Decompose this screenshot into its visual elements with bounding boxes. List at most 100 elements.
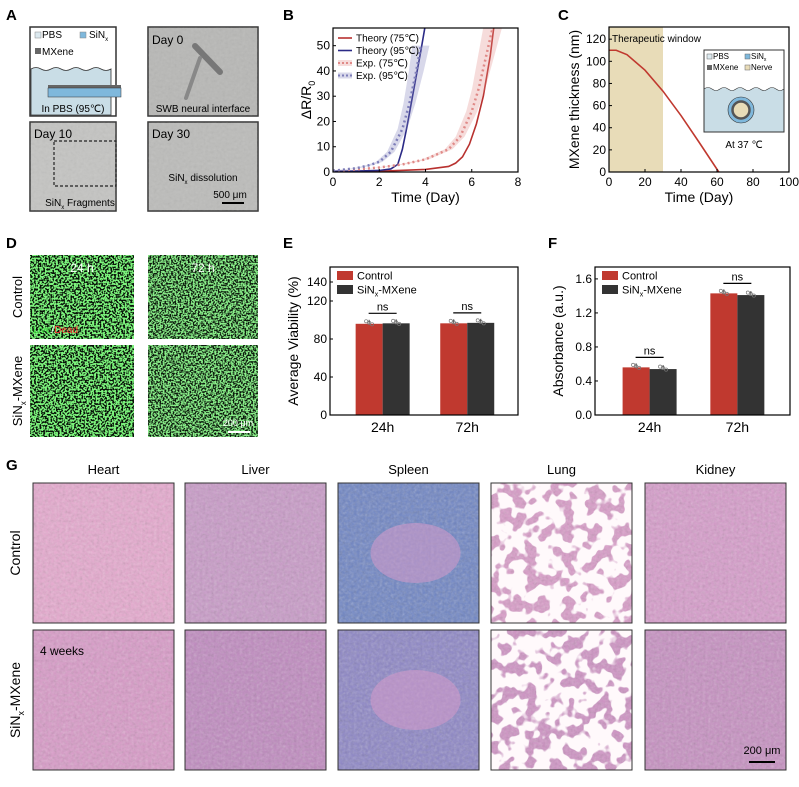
organ-label-lung: Lung [547, 462, 576, 477]
bar-72h-0 [440, 323, 468, 415]
photo-day10: Day 10 SiNx Fragments [29, 121, 117, 212]
photo-day0: Day 0 SWB neural interface [147, 26, 259, 117]
legend-label: Theory (75℃) [356, 34, 419, 45]
schematic-caption: In PBS (95℃) [42, 104, 105, 115]
data-point [718, 288, 723, 293]
image-border [184, 629, 327, 771]
x-tick-label: 24h [638, 419, 661, 435]
y-tick-label: 50 [317, 39, 331, 53]
therapeutic-window-label: Therapeutic window [612, 34, 702, 45]
device-strip [192, 43, 223, 75]
duration-label: 4 weeks [40, 644, 84, 658]
image-mxene-24h [30, 345, 134, 437]
significance-label: ns [461, 301, 473, 313]
x-tick-label: 100 [779, 175, 799, 189]
legend-label: Theory (95℃) [356, 46, 419, 57]
legend-swatch [338, 60, 352, 66]
y-axis-label: Absorbance (a.u.) [550, 285, 566, 396]
inset-nerve-swatch [744, 64, 751, 71]
data-point [397, 321, 402, 326]
image-border [337, 482, 480, 624]
row-label-mxene: SiNx-MXene [7, 662, 26, 738]
day10-caption: SiNx Fragments [45, 198, 115, 211]
y-tick-label: 40 [317, 64, 331, 78]
legend-label-rest: -MXene [378, 285, 417, 297]
data-point [448, 318, 453, 323]
image-mxene-72h [148, 345, 258, 437]
y-tick-label: 60 [593, 99, 607, 113]
y-tick-label: 140 [307, 275, 327, 289]
y-tick-label: 0.8 [575, 340, 592, 354]
y-tick-label: 100 [586, 54, 606, 68]
data-point [664, 367, 669, 372]
histology-texture [33, 630, 174, 770]
image-control-24h [30, 255, 134, 339]
device-strip [184, 56, 202, 100]
data-point [724, 291, 729, 296]
alveoli [491, 483, 632, 623]
bar-72h-1 [737, 295, 765, 415]
legend-pbs: PBS [42, 30, 62, 41]
nerve-core [731, 100, 751, 120]
time-label-72h: 72 h [191, 261, 214, 275]
significance-label: ns [644, 345, 656, 357]
inset-temperature: At 37 ℃ [725, 140, 762, 151]
panel-label-b: B [283, 7, 294, 24]
x-axis-label: Time (Day) [665, 189, 734, 205]
bar-24h-0 [355, 323, 383, 415]
plot-frame [608, 26, 790, 173]
legend-swatch [337, 285, 353, 294]
legend-label-sub: x [640, 292, 644, 299]
legend-label: Exp. (95℃) [356, 71, 408, 82]
thickness-inset: Therapeutic window PBS SiNx MXene Nerve … [612, 34, 785, 151]
series-line-0 [333, 28, 495, 172]
plot-frame [594, 266, 791, 416]
data-point [475, 318, 480, 323]
histology-texture [185, 483, 326, 623]
day30-label: Day 30 [152, 127, 190, 141]
red-pulp [370, 670, 461, 730]
x-tick-label: 80 [746, 175, 760, 189]
y-tick-label: 80 [314, 332, 328, 346]
legend-label-main: Control [357, 271, 392, 283]
image-border [32, 629, 175, 771]
bar-24h-0 [622, 367, 650, 415]
x-tick-label: 40 [674, 175, 688, 189]
photo-day30: Day 30 SiNx dissolution 500 μm [147, 121, 259, 212]
y-tick-label: 20 [593, 143, 607, 157]
y-tick-label: 120 [586, 32, 606, 46]
y-tick-label: 40 [314, 370, 328, 384]
alveoli [491, 630, 632, 770]
organ-label-heart: Heart [88, 462, 120, 477]
inset-legend-nerve: Nerve [751, 63, 773, 72]
legend-mxene: MXene [42, 47, 74, 58]
histology-texture [33, 483, 174, 623]
pbs-swatch [34, 31, 42, 39]
data-point [454, 321, 459, 326]
thickness-line [609, 49, 720, 173]
day0-label: Day 0 [152, 33, 184, 47]
scale-bar-label: 200 μm [223, 418, 253, 428]
scale-bar-label: 200 μm [744, 745, 781, 757]
x-tick-label: 4 [422, 175, 429, 189]
x-tick-label: 24h [371, 419, 394, 435]
chart-c: 0 20 40 60 80 100 0 20 40 60 80 100 120 Time (Day) MXe… [566, 26, 799, 205]
image-border [337, 629, 480, 771]
plot-frame [329, 266, 519, 416]
inset-pbs-swatch [706, 53, 713, 60]
series-line-3 [333, 45, 423, 172]
image-border [184, 482, 327, 624]
image-border [490, 629, 633, 771]
bar-24h-1 [649, 369, 677, 415]
chart-f: ns 24h ns 72h 0.0 0.4 0.8 1.2 1.6 Absorbance (a.u… [550, 266, 791, 435]
legend-swatch [602, 271, 618, 280]
legend-swatch [602, 285, 618, 294]
inset-mxene-swatch [707, 65, 712, 70]
panel-label-d: D [6, 235, 17, 252]
chart-e: ns 24h ns 72h 0 40 80 120 140 Average Viability (… [285, 266, 519, 435]
legend-label-sub: x [375, 292, 379, 299]
live-dead-legend: Live/Dead [33, 325, 78, 336]
legend-label: Control [622, 271, 657, 283]
